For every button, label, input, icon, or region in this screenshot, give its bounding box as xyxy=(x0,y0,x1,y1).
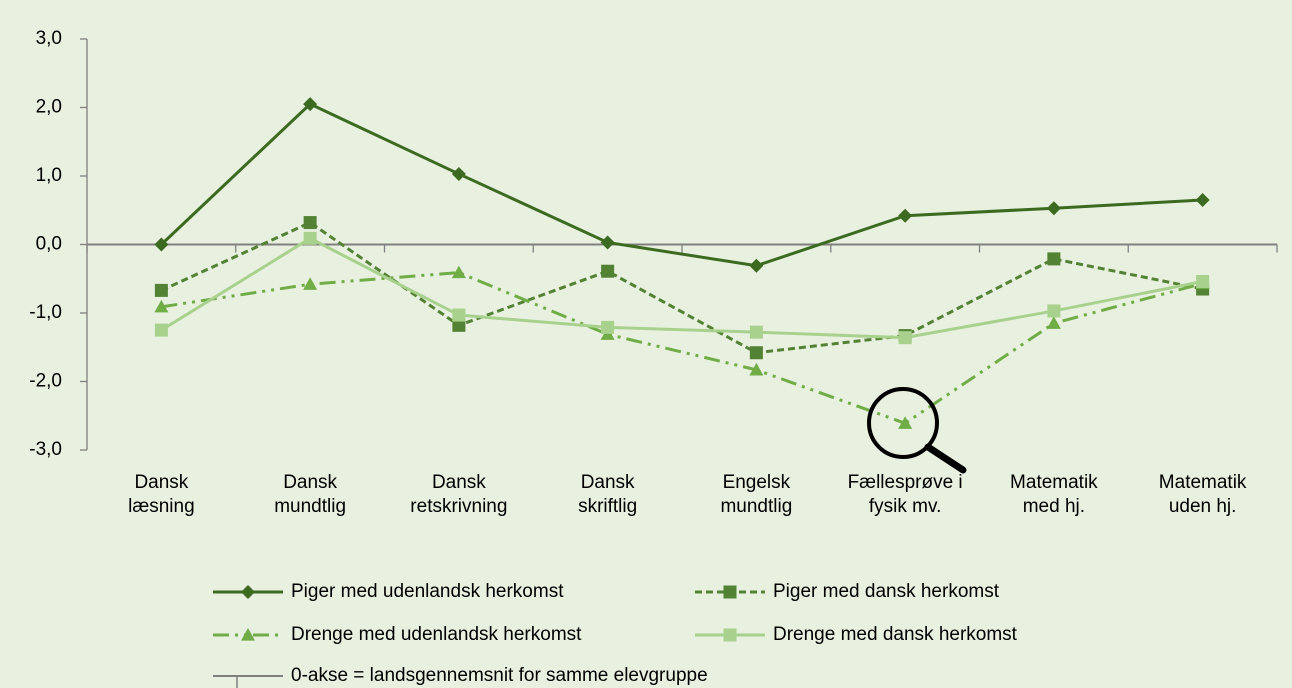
x-tick-label: Matematik med hj. xyxy=(1010,472,1098,517)
y-tick-label: 1,0 xyxy=(36,165,62,186)
marker xyxy=(749,258,764,273)
series-line xyxy=(160,102,1203,268)
magnifier-icon xyxy=(867,387,967,474)
marker xyxy=(1196,274,1210,288)
marker xyxy=(898,416,913,429)
legend-label: Piger med udenlandsk herkomst xyxy=(291,581,564,602)
marker xyxy=(1047,252,1061,266)
marker xyxy=(451,166,466,181)
marker xyxy=(154,323,168,337)
y-tick-label: 2,0 xyxy=(36,97,62,118)
marker xyxy=(303,277,318,290)
legend-label: 0-akse = landsgennemsnit for samme elevg… xyxy=(291,665,708,686)
marker xyxy=(749,346,763,360)
series xyxy=(154,97,1210,273)
series-line xyxy=(161,271,1204,425)
y-tick-label: -1,0 xyxy=(29,302,62,323)
marker xyxy=(600,235,615,250)
marker xyxy=(749,362,764,376)
series xyxy=(154,216,1210,360)
marker xyxy=(723,628,737,642)
marker xyxy=(241,585,255,599)
marker xyxy=(601,264,615,278)
x-tick-label: Fællesprøve i fysik mv. xyxy=(848,472,963,517)
marker xyxy=(303,97,318,112)
y-tick-label: 3,0 xyxy=(36,28,62,49)
legend-label: Drenge med udenlandsk herkomst xyxy=(291,624,582,645)
legend-label: Piger med dansk herkomst xyxy=(773,581,1000,602)
legend-label: Drenge med dansk herkomst xyxy=(773,624,1018,645)
marker xyxy=(154,237,169,252)
x-tick-label: Matematik uden hj. xyxy=(1159,472,1247,517)
marker xyxy=(154,299,169,313)
marker xyxy=(451,265,466,279)
x-tick-label: Engelsk mundtlig xyxy=(720,472,792,517)
series-line xyxy=(160,220,1203,355)
marker xyxy=(898,331,912,345)
marker xyxy=(303,231,317,245)
marker xyxy=(452,318,466,332)
y-tick-label: -3,0 xyxy=(29,439,62,460)
marker xyxy=(1046,201,1061,216)
x-tick-label: Dansk mundtlig xyxy=(274,472,346,517)
marker xyxy=(1195,192,1210,207)
marker xyxy=(898,208,913,223)
series xyxy=(154,265,1210,429)
marker xyxy=(1047,304,1061,318)
series xyxy=(154,231,1210,345)
marker xyxy=(601,320,615,334)
marker xyxy=(241,628,255,641)
x-tick-label: Dansk retskrivning xyxy=(410,472,507,517)
marker xyxy=(1046,316,1061,329)
marker xyxy=(723,585,737,599)
x-tick-label: Dansk læsning xyxy=(128,472,195,517)
series-line xyxy=(160,236,1203,340)
marker xyxy=(154,283,168,297)
x-tick-label: Dansk skriftlig xyxy=(578,472,637,517)
y-tick-label: -2,0 xyxy=(29,371,62,392)
marker xyxy=(452,308,466,322)
marker xyxy=(303,216,317,230)
y-tick-label: 0,0 xyxy=(36,234,62,255)
marker xyxy=(749,325,763,339)
